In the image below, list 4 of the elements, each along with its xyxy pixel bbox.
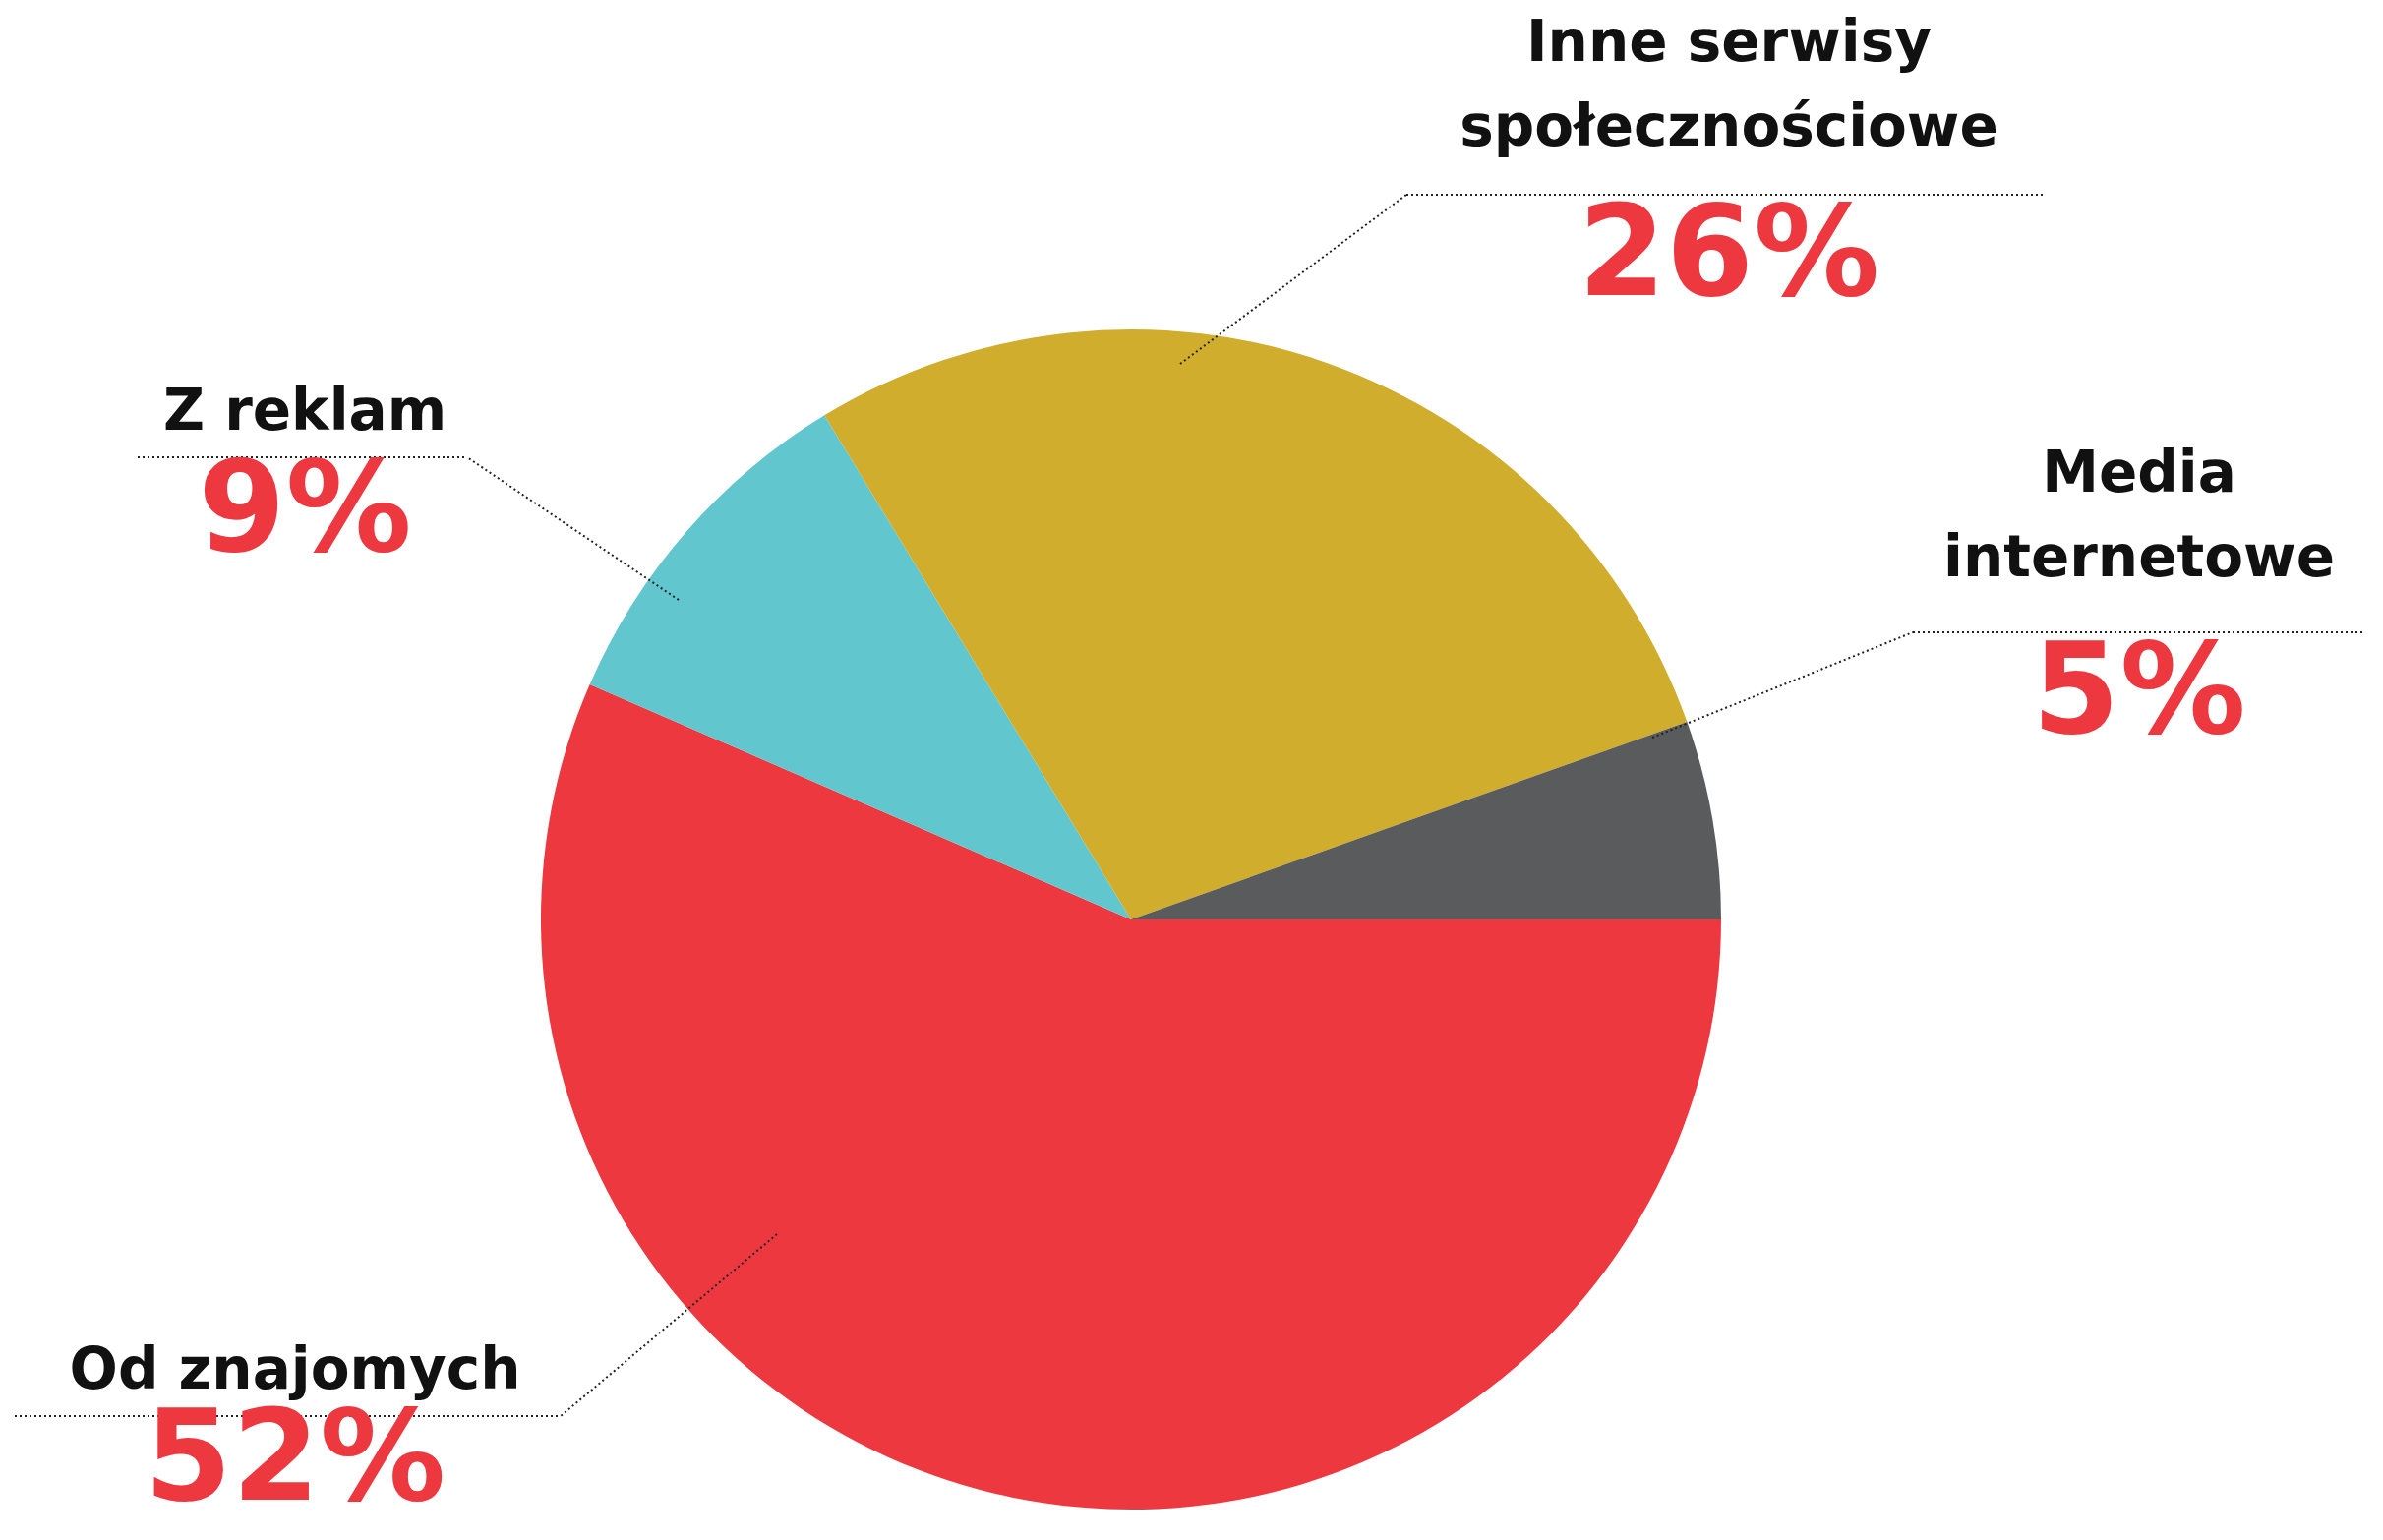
data-label: 5% <box>2032 616 2246 762</box>
slice-label: Media internetowe <box>1943 439 2335 590</box>
slice-label: Inne serwisy społecznościowe <box>1460 8 1998 159</box>
data-label: 26% <box>1578 178 1880 325</box>
